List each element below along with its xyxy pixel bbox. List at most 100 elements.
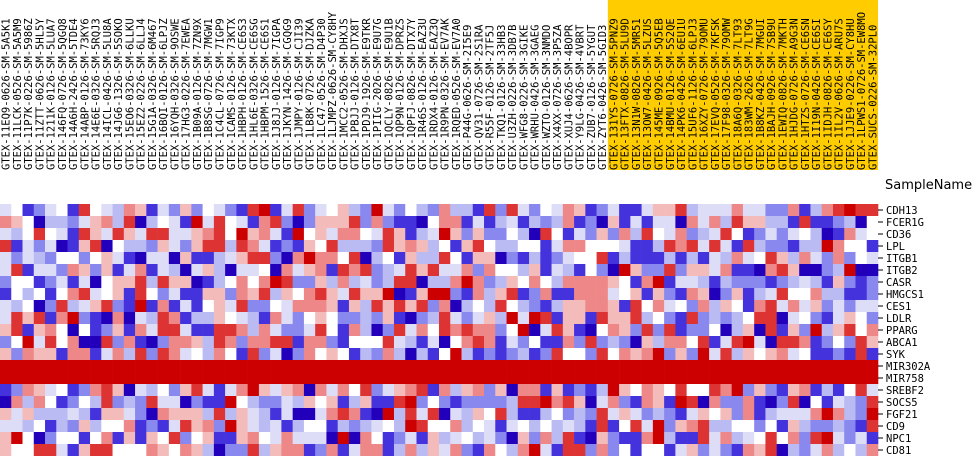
heatmap-cell <box>247 336 260 349</box>
heatmap-cell <box>45 348 57 361</box>
heatmap-cell <box>562 228 575 241</box>
heatmap-cell <box>596 252 609 265</box>
heatmap-cell <box>348 216 361 229</box>
heatmap-cell <box>157 432 170 445</box>
heatmap-cell <box>292 336 305 349</box>
heatmap-cell <box>461 252 474 265</box>
heatmap-cell <box>585 288 597 301</box>
heatmap-cell <box>562 240 575 253</box>
heatmap-cell <box>0 240 12 253</box>
heatmap-cell <box>495 216 507 229</box>
heatmap-cell <box>439 444 451 456</box>
heatmap-cell <box>348 252 361 265</box>
heatmap-cell <box>821 444 834 456</box>
heatmap-cell <box>664 432 676 445</box>
heatmap-cell <box>776 432 789 445</box>
heatmap-cell <box>439 372 451 385</box>
heatmap-cell <box>866 264 879 277</box>
heatmap-cell <box>180 240 192 253</box>
sample-label: GTEX-1MCC2-0526-SM-DHXJS <box>338 18 350 170</box>
heatmap-cell <box>731 372 744 385</box>
heatmap-cell <box>22 372 35 385</box>
heatmap-cell <box>652 216 665 229</box>
heatmap-cell <box>292 288 305 301</box>
heatmap-cell <box>180 276 192 289</box>
heatmap-cell <box>337 204 350 217</box>
heatmap-cell <box>517 276 530 289</box>
heatmap-cell <box>0 216 12 229</box>
heatmap-cell <box>832 324 845 337</box>
heatmap-cell <box>439 432 451 445</box>
sample-label: GTEX-1211K-0126-SM-5LUA7 <box>46 18 58 170</box>
heatmap-cell <box>202 384 215 397</box>
heatmap-cell <box>168 228 181 241</box>
heatmap-cell <box>382 408 395 421</box>
heatmap-cell <box>686 444 699 456</box>
heatmap-cell <box>832 216 845 229</box>
heatmap-cell <box>810 444 823 456</box>
heatmap-cell <box>393 348 406 361</box>
heatmap-cell <box>382 204 395 217</box>
heatmap-cell <box>551 324 564 337</box>
heatmap-cell <box>799 360 811 373</box>
heatmap-cell <box>405 408 417 421</box>
gene-label: CDH13 <box>886 205 918 217</box>
heatmap-cell <box>213 372 226 385</box>
heatmap-cell <box>247 348 260 361</box>
heatmap-cell <box>506 240 519 253</box>
heatmap-cell <box>337 348 350 361</box>
heatmap-cell <box>439 408 451 421</box>
heatmap-cell <box>0 432 12 445</box>
heatmap-cell <box>540 228 552 241</box>
heatmap-cell <box>382 288 395 301</box>
heatmap-cell <box>607 324 620 337</box>
heatmap-cell <box>855 288 868 301</box>
heatmap-cell <box>461 384 474 397</box>
heatmap-cell <box>393 444 406 456</box>
heatmap-cell <box>45 264 57 277</box>
heatmap-cell <box>540 312 552 325</box>
heatmap-cell <box>371 264 384 277</box>
heatmap-cell <box>517 348 530 361</box>
heatmap-cell <box>562 372 575 385</box>
heatmap-cell <box>11 336 23 349</box>
heatmap-cell <box>574 312 586 325</box>
heatmap-cell <box>382 312 395 325</box>
heatmap-cell <box>348 288 361 301</box>
heatmap-cell <box>810 348 823 361</box>
heatmap-cell <box>225 336 237 349</box>
heatmap-cell <box>180 360 192 373</box>
heatmap-cell <box>652 384 665 397</box>
heatmap-cell <box>78 288 91 301</box>
heatmap-cell <box>855 348 868 361</box>
heatmap-cell <box>720 384 732 397</box>
heatmap-cell <box>225 300 237 313</box>
heatmap-cell <box>484 252 496 265</box>
heatmap-cell <box>112 300 125 313</box>
heatmap-cell <box>146 348 158 361</box>
heatmap-cell <box>191 252 203 265</box>
heatmap-cell <box>123 300 136 313</box>
heatmap-cell <box>697 252 710 265</box>
heatmap-cell <box>641 396 654 409</box>
heatmap-cell <box>416 204 429 217</box>
heatmap-cell <box>315 408 327 421</box>
heatmap-cell <box>326 276 338 289</box>
heatmap-cell <box>439 300 451 313</box>
heatmap-cell <box>506 288 519 301</box>
heatmap-cell <box>180 264 192 277</box>
heatmap-cell <box>810 396 823 409</box>
heatmap-cell <box>416 216 429 229</box>
heatmap-cell <box>607 216 620 229</box>
heatmap-cell <box>337 372 350 385</box>
heatmap-cell <box>742 420 755 433</box>
heatmap-cell <box>303 264 316 277</box>
heatmap-cell <box>202 324 215 337</box>
heatmap-cell <box>315 336 327 349</box>
heatmap-cell <box>180 408 192 421</box>
heatmap-cell <box>742 360 755 373</box>
heatmap-cell <box>461 336 474 349</box>
heatmap-cell <box>393 312 406 325</box>
heatmap-cell <box>742 384 755 397</box>
heatmap-cell <box>664 336 676 349</box>
